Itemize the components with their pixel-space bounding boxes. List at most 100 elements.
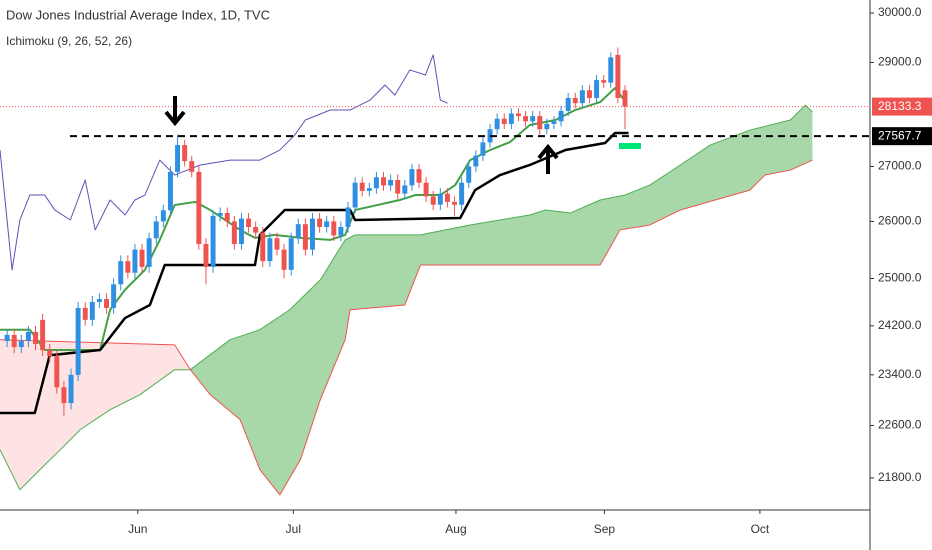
candle-body <box>82 307 88 320</box>
marker <box>619 143 641 149</box>
chart-title: Dow Jones Industrial Average Index, 1D, … <box>6 7 270 22</box>
candle-body <box>182 145 188 162</box>
candle-body <box>11 334 17 348</box>
leading-span-a <box>0 104 813 491</box>
indicator-label: Ichimoku (9, 26, 52, 26) <box>6 34 132 48</box>
candle-body <box>111 284 117 308</box>
candle-body <box>508 113 514 124</box>
y-tick-label: 27000.0 <box>878 159 922 173</box>
candle-body <box>402 185 408 194</box>
candle-body <box>416 169 422 183</box>
y-tick-label: 21800.0 <box>878 470 922 484</box>
candle-body <box>217 213 223 216</box>
price-label: 27567.7 <box>878 128 922 142</box>
candle-body <box>153 221 159 239</box>
candle-body <box>409 169 415 186</box>
candle-body <box>40 319 46 351</box>
candle-body <box>381 177 386 186</box>
x-tick-label: Sep <box>594 522 616 536</box>
candle-body <box>167 171 173 211</box>
candle-body <box>601 80 607 83</box>
candle-body <box>480 142 486 156</box>
candle-body <box>523 116 529 122</box>
candle-body <box>537 116 543 130</box>
price-label-box <box>872 97 932 116</box>
candle-body <box>267 238 273 262</box>
candle-body <box>622 90 628 107</box>
y-tick-label: 29000.0 <box>878 55 922 69</box>
candle-body <box>160 210 166 222</box>
candle-body <box>423 182 429 197</box>
candle-body <box>89 301 95 320</box>
indicator-line <box>0 87 626 352</box>
x-tick-label: Jul <box>286 522 301 536</box>
candle-body <box>18 340 24 348</box>
candle-body <box>146 238 152 267</box>
x-tick-label: Jun <box>128 522 147 536</box>
candle-body <box>494 118 500 130</box>
candle-body <box>452 201 458 205</box>
candle-body <box>572 97 578 104</box>
candle-body <box>75 307 81 375</box>
y-tick-label: 25000.0 <box>878 271 922 285</box>
candle-body <box>295 224 301 239</box>
candle-body <box>203 243 209 267</box>
candle-body <box>54 356 60 388</box>
candle-body <box>132 249 138 273</box>
candle-body <box>331 221 337 236</box>
candle-body <box>352 182 358 208</box>
candle-body <box>210 215 216 267</box>
candle-body <box>47 350 53 357</box>
candle-body <box>238 218 244 244</box>
candle-body <box>395 179 401 194</box>
candle-body <box>139 249 145 267</box>
candle-body <box>96 299 102 302</box>
candle-body <box>345 207 351 228</box>
candle-body <box>366 188 372 191</box>
candle-body <box>246 218 252 228</box>
candle-body <box>61 387 67 404</box>
candle-body <box>25 331 31 341</box>
y-tick-label: 23400.0 <box>878 367 922 381</box>
candle-body <box>430 196 436 205</box>
candle-body <box>373 177 379 189</box>
y-tick-label: 30000.0 <box>878 5 922 19</box>
down-arrow <box>164 96 186 127</box>
candle-body <box>68 374 74 404</box>
candle-body <box>530 116 536 122</box>
candle-body <box>551 121 557 124</box>
x-tick-label: Aug <box>445 522 466 536</box>
price-label-box <box>872 127 932 146</box>
candle-body <box>359 182 365 191</box>
candle-body <box>338 227 344 236</box>
candle-body <box>231 221 237 244</box>
leading-span-b <box>0 159 813 496</box>
candle-body <box>260 232 266 262</box>
candle-body <box>274 238 280 250</box>
candle-body <box>104 299 110 308</box>
candle-body <box>224 213 230 222</box>
candle-body <box>565 97 571 111</box>
candle-body <box>4 334 10 341</box>
price-label: 28133.3 <box>878 99 922 113</box>
candle-body <box>437 193 443 205</box>
candle-body <box>281 249 287 270</box>
up-arrow <box>537 143 559 174</box>
candle-body <box>444 193 450 202</box>
indicator-line <box>0 54 448 271</box>
candle-body <box>189 161 195 172</box>
candle-body <box>175 145 181 172</box>
candle-body <box>125 261 131 273</box>
y-tick-label: 24200.0 <box>878 318 922 332</box>
candle-body <box>594 80 600 98</box>
candle-body <box>473 155 479 167</box>
candle-body <box>310 218 315 250</box>
candle-body <box>324 221 330 228</box>
candle-body <box>33 331 38 345</box>
y-tick-label: 22600.0 <box>878 418 922 432</box>
candle-body <box>608 57 614 83</box>
candle-body <box>615 54 621 98</box>
